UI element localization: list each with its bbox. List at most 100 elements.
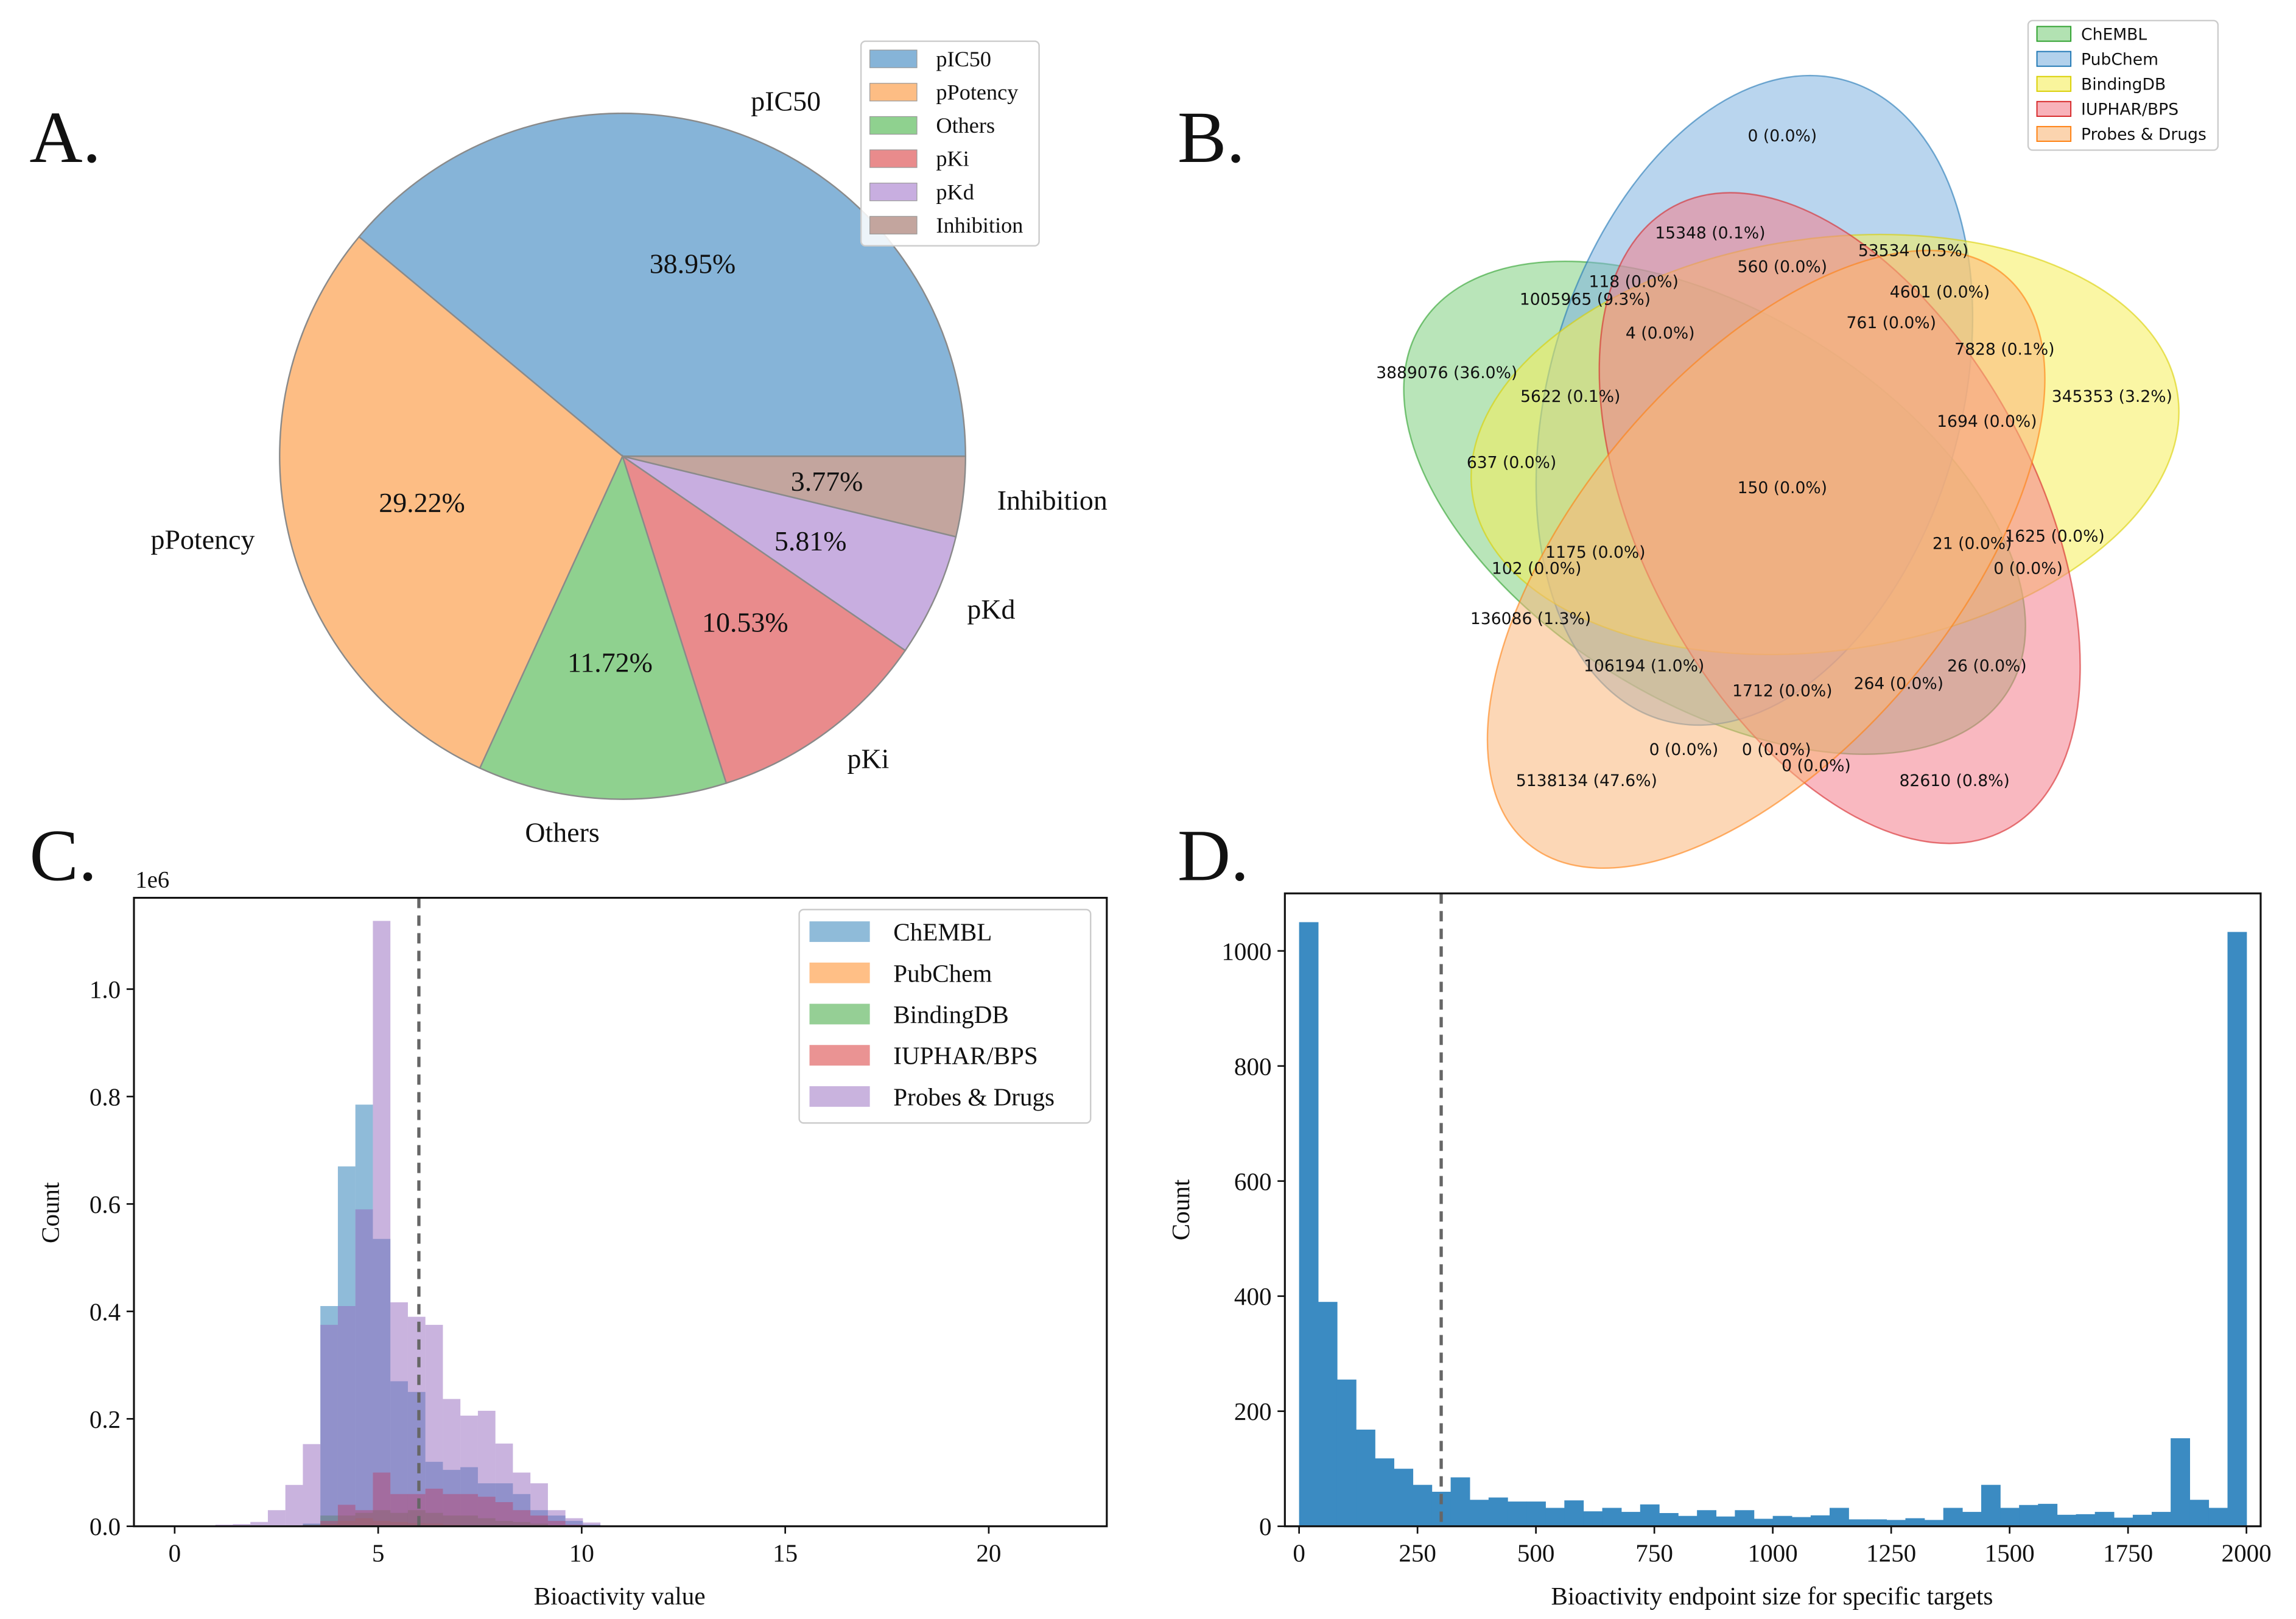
histogram-bar (2057, 1514, 2077, 1526)
legend-swatch (2036, 26, 2072, 42)
legend-label: pPotency (936, 80, 1018, 104)
histogram-bar (1299, 922, 1319, 1526)
histogram-bar (513, 1472, 531, 1526)
venn-region-label: 4 (0.0%) (1626, 324, 1695, 343)
histogram-bar (1564, 1500, 1584, 1526)
histogram-bar (2171, 1438, 2190, 1526)
histogram-bar (1469, 1500, 1489, 1526)
x-tick-label: 15 (773, 1539, 798, 1567)
histogram-bar (2189, 1500, 2210, 1526)
histogram-bar (1829, 1508, 1849, 1526)
venn-region-label: 26 (0.0%) (1947, 656, 2027, 675)
histogram-bar (443, 1399, 461, 1526)
legend-label: BindingDB (2081, 75, 2166, 94)
legend-label: Inhibition (936, 213, 1023, 237)
pie-pct-label: 3.77% (791, 466, 863, 497)
pie-slice-label: pKd (967, 594, 1015, 625)
x-axis-label-d: Bioactivity endpoint size for specific t… (1551, 1582, 1993, 1610)
histogram-bar (1640, 1504, 1660, 1526)
legend-label: pKd (936, 180, 974, 204)
venn-region-label: 560 (0.0%) (1738, 258, 1827, 276)
histogram-bar (1526, 1501, 1546, 1526)
legend-label: Probes & Drugs (2081, 125, 2206, 144)
legend-swatch (869, 183, 918, 202)
histogram-bar (530, 1483, 548, 1526)
legend-label: PubChem (893, 959, 992, 987)
legend-swatch (809, 1045, 870, 1066)
histogram-bar (583, 1522, 601, 1526)
histogram-bar (1943, 1508, 1963, 1526)
venn-region-label: 136086 (1.3%) (1470, 609, 1591, 628)
pie-pct-label: 38.95% (650, 248, 736, 279)
histogram-bar (2113, 1517, 2133, 1526)
venn-region-label: 1625 (0.0%) (2004, 527, 2104, 546)
legend-swatch (869, 216, 918, 234)
x-axis-label-c: Bioactivity value (534, 1582, 706, 1610)
venn-diagram: 0 (0.0%) 15348 (0.1%) 53534 (0.5%) 560 (0.0… (1376, 74, 2180, 869)
y-scale-label: 1e6 (135, 868, 169, 893)
histogram-bar (565, 1518, 583, 1526)
x-tick-label: 2000 (2222, 1539, 2272, 1567)
pie-slice (279, 236, 624, 770)
legend-label: pIC50 (936, 47, 991, 71)
y-tick-label: 600 (1234, 1167, 1272, 1195)
y-tick-label: 400 (1234, 1282, 1272, 1310)
legend-swatch (869, 49, 918, 68)
venn-region-label: 0 (0.0%) (1782, 757, 1851, 776)
panel-label-a: A. (29, 97, 101, 178)
y-tick-label: 0.6 (90, 1190, 121, 1218)
histogram-bar (1621, 1512, 1641, 1526)
legend-label: IUPHAR/BPS (2081, 100, 2178, 119)
x-tick-label: 0 (1293, 1539, 1305, 1567)
y-axis-label-d: Count (1167, 1179, 1195, 1240)
y-tick-label: 0 (1259, 1512, 1272, 1540)
venn-region-label: 118 (0.0%) (1589, 272, 1678, 291)
histogram-bar (2038, 1503, 2058, 1526)
legend-label: ChEMBL (2081, 25, 2147, 44)
pie-slice-label: pPotency (151, 524, 255, 555)
venn-region-label: 53534 (0.5%) (1858, 242, 1968, 261)
histogram-bar (1905, 1518, 1925, 1526)
venn-set-ellipse (1486, 250, 2046, 869)
x-tick-label: 1500 (1985, 1539, 2035, 1567)
venn-region-label: 345353 (3.2%) (2052, 387, 2172, 406)
histogram-bar (1981, 1484, 2001, 1526)
x-tick-label: 750 (1635, 1539, 1673, 1567)
histogram-bar (303, 1444, 321, 1526)
histogram-bar (320, 1324, 338, 1526)
histogram-bar (267, 1510, 286, 1526)
pie-pct-label: 11.72% (567, 647, 653, 678)
y-axis-label-c: Count (37, 1182, 65, 1243)
histogram-legend-box (798, 908, 1092, 1124)
histogram-bar (373, 921, 391, 1526)
plot-frame (1283, 892, 2262, 1528)
legend-swatch (2036, 76, 2072, 92)
venn-region-label: 3889076 (36.0%) (1376, 363, 1517, 382)
histogram-bar (1450, 1477, 1470, 1526)
legend-swatch (809, 1086, 870, 1107)
venn-region-label: 4601 (0.0%) (1890, 283, 1990, 301)
histogram-bar (1602, 1508, 1622, 1526)
venn-region-label: 1694 (0.0%) (1937, 412, 2037, 431)
histogram-bar (1867, 1519, 1887, 1526)
pie-slice (622, 455, 966, 538)
pie-slice (621, 454, 907, 784)
histogram-bar (1924, 1520, 1944, 1526)
plot-frame (133, 896, 1108, 1528)
legend-swatch (869, 83, 918, 102)
histogram-bar (460, 1415, 478, 1526)
histogram-bar (2076, 1514, 2096, 1526)
venn-region-label: 761 (0.0%) (1846, 314, 1936, 332)
histogram-bar (1810, 1515, 1830, 1526)
histogram-bar (285, 1484, 303, 1526)
pie-chart: pIC50 38.95% pPotency 29.22% Others 11.72% pKi… (151, 85, 1108, 848)
y-tick-label: 0.2 (90, 1405, 121, 1433)
y-tick-label: 1.0 (90, 975, 121, 1003)
histogram-bar (2132, 1514, 2152, 1526)
venn-region-label: 150 (0.0%) (1738, 479, 1827, 497)
x-tick-label: 250 (1399, 1539, 1436, 1567)
legend-swatch (2036, 100, 2072, 117)
histogram-bar (547, 1510, 566, 1526)
x-tick-label: 1250 (1866, 1539, 1916, 1567)
pie-pct-label: 10.53% (702, 607, 788, 638)
